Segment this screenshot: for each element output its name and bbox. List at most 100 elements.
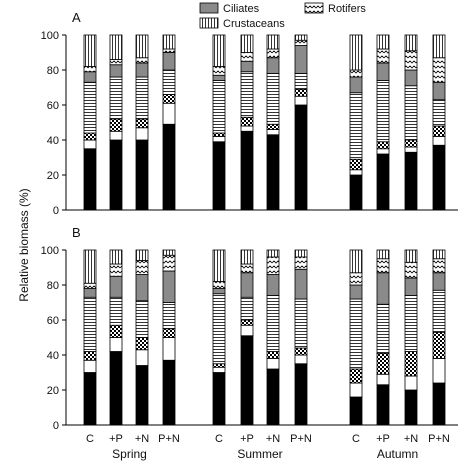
bar-segment-wavy xyxy=(240,263,254,274)
legend-label-crustaceans: Crustaceans xyxy=(223,18,285,30)
bar-A-9 xyxy=(349,34,363,211)
bar-segment-dotted xyxy=(432,125,446,137)
bar-segment-vertical xyxy=(212,249,226,282)
bar-segment-dotted xyxy=(162,94,176,104)
bar-segment-black xyxy=(162,123,176,211)
x-tick-label: P+N xyxy=(290,433,312,445)
x-tick-label: C xyxy=(215,433,223,445)
bar-segment-dotted xyxy=(294,347,308,356)
bar-segment-wavy xyxy=(294,39,308,46)
bar-segment-horizontal xyxy=(266,73,280,125)
bar-segment-gray xyxy=(83,71,97,83)
bar-segment-black xyxy=(404,389,418,426)
group-label: Autumn xyxy=(377,447,418,461)
bar-segment-dotted xyxy=(266,351,280,359)
group-label: Summer xyxy=(237,447,282,461)
bar-segment-vertical xyxy=(109,249,123,265)
bar-segment-wavy xyxy=(376,48,390,64)
x-tick-label: P+N xyxy=(158,433,180,445)
x-tick-label: +N xyxy=(404,433,418,445)
legend-swatch-rotifers xyxy=(304,2,324,14)
bar-segment-white xyxy=(349,169,363,176)
bar-segment-white xyxy=(240,125,254,132)
chart-panels: A 0 20 40 60 80 100 B 0 20 40 60 80 100 xyxy=(41,10,458,432)
y-tick-label: 60 xyxy=(47,315,59,327)
x-tick-label: P+N xyxy=(428,433,450,445)
bar-segment-dotted xyxy=(135,337,149,351)
x-tick-label: C xyxy=(352,433,360,445)
y-tick-label: 100 xyxy=(41,30,59,42)
y-tick-label: 0 xyxy=(53,205,59,217)
bar-segment-gray xyxy=(162,52,176,71)
bar-segment-vertical xyxy=(432,34,446,59)
bar-segment-gray xyxy=(432,272,446,291)
bar-segment-horizontal xyxy=(135,76,149,120)
bar-segment-white xyxy=(240,324,254,337)
y-tick-label: 60 xyxy=(47,100,59,112)
bar-segment-dotted xyxy=(240,116,254,127)
bar-segment-gray xyxy=(404,277,418,296)
bar-segment-black xyxy=(266,368,280,426)
bar-segment-white xyxy=(162,337,176,361)
bar-segment-gray xyxy=(349,284,363,300)
bar-A-3 xyxy=(135,34,149,211)
bar-segment-gray xyxy=(162,270,176,303)
bar-segment-wavy xyxy=(349,272,363,286)
bar-segment-dotted xyxy=(109,118,123,132)
bar-A-10 xyxy=(376,34,390,211)
y-tick-label: 20 xyxy=(47,385,59,397)
bar-segment-white xyxy=(212,136,226,143)
bar-segment-vertical xyxy=(109,34,123,60)
bar-B-7 xyxy=(266,249,280,426)
bar-segment-vertical xyxy=(266,249,280,258)
y-tick-label: 40 xyxy=(47,350,59,362)
bar-segment-gray xyxy=(109,64,123,78)
bar-segment-gray xyxy=(212,74,226,81)
bar-segment-gray xyxy=(212,288,226,295)
bar-segment-black xyxy=(376,384,390,426)
bar-segment-dotted xyxy=(432,331,446,359)
bar-segment-black xyxy=(212,372,226,426)
legend-swatch-crustaceans xyxy=(199,17,219,29)
bar-segment-wavy xyxy=(135,260,149,275)
bar-segment-dotted xyxy=(376,141,390,150)
bar-segment-horizontal xyxy=(349,92,363,160)
bar-segment-white xyxy=(162,102,176,125)
bar-segment-horizontal xyxy=(266,295,280,352)
bar-segment-dotted xyxy=(349,158,363,171)
bar-A-12 xyxy=(432,34,446,211)
bar-segment-horizontal xyxy=(109,296,123,326)
bar-segment-white xyxy=(376,373,390,386)
panel-label: B xyxy=(72,225,81,240)
bar-segment-wavy xyxy=(240,52,254,62)
x-tick-label: +N xyxy=(266,433,280,445)
bar-segment-gray xyxy=(294,45,308,74)
bar-segment-vertical xyxy=(162,249,176,256)
x-tick-label: +P xyxy=(376,433,390,445)
bar-A-8 xyxy=(294,34,308,211)
bar-segment-black xyxy=(376,153,390,211)
x-tick-label: C xyxy=(86,433,94,445)
bar-segment-wavy xyxy=(349,69,363,78)
bar-segment-dotted xyxy=(349,368,363,384)
bar-segment-black xyxy=(266,134,280,211)
bar-segment-white xyxy=(294,354,308,365)
bar-segment-dotted xyxy=(376,352,390,375)
bar-segment-wavy xyxy=(212,281,226,289)
bar-segment-gray xyxy=(135,62,149,78)
bar-segment-horizontal xyxy=(404,85,418,141)
bar-segment-horizontal xyxy=(294,73,308,90)
bar-segment-white xyxy=(83,139,97,150)
bar-segment-wavy xyxy=(109,263,123,277)
bar-segment-white xyxy=(376,148,390,155)
bar-segment-black xyxy=(162,359,176,426)
bar-segment-white xyxy=(83,359,97,373)
x-tick-label: +N xyxy=(135,433,149,445)
bar-B-10 xyxy=(376,249,390,426)
bar-segment-black xyxy=(349,174,363,211)
bar-B-2 xyxy=(109,249,123,426)
bar-segment-gray xyxy=(349,76,363,94)
bar-segment-wavy xyxy=(83,282,97,289)
bar-segment-white xyxy=(109,337,123,352)
